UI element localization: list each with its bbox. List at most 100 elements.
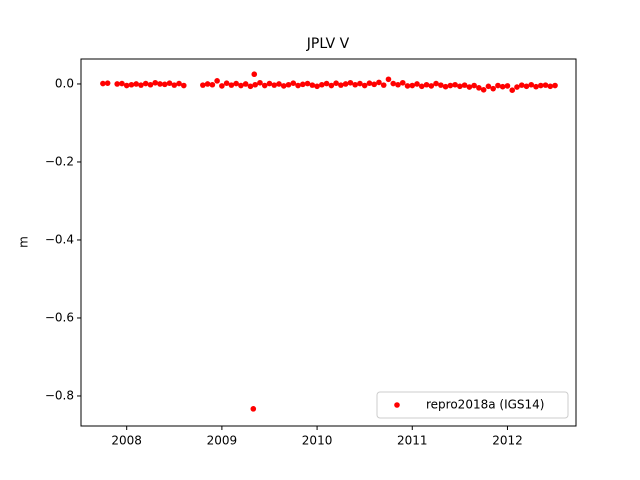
point [176,80,182,87]
point [409,82,416,89]
point [457,83,463,90]
point [537,82,544,89]
y-tick-label: −0.4 [45,232,74,246]
point [499,83,506,90]
point [319,81,325,88]
point [233,80,239,87]
point [247,83,254,90]
point [533,83,539,90]
point [347,79,354,86]
point [542,82,549,88]
point [133,81,140,87]
point [490,85,496,92]
point [399,79,406,86]
point [552,82,558,89]
legend-box [376,391,569,419]
point [223,80,230,86]
point [152,79,159,86]
point [333,80,339,86]
point [147,81,154,88]
point [242,81,249,87]
x-tick-label: 2010 [302,434,333,448]
point [161,81,168,88]
point [250,406,257,412]
point [361,82,368,89]
point [142,80,149,87]
point [376,79,382,86]
point [485,83,492,90]
point [428,83,435,89]
point [214,78,220,84]
point [138,82,144,88]
point [423,81,430,88]
y-tick-label: −0.8 [45,388,74,402]
point [104,80,111,86]
point [504,83,511,89]
point [309,82,316,88]
point [171,82,178,88]
point [299,81,306,88]
point [461,82,468,88]
point [442,83,449,90]
point [371,81,377,88]
point [238,82,244,89]
point [209,81,216,88]
point [304,80,311,87]
point [514,84,520,90]
point [257,79,263,86]
point [261,82,268,89]
point [438,82,444,88]
point [123,82,130,89]
legend-label: repro2018a (IGS14) [426,398,544,412]
point [518,82,525,88]
point [471,82,477,89]
point [181,82,187,89]
point [285,81,292,88]
point [100,80,106,87]
point [414,81,420,87]
point [447,82,454,89]
point [357,80,363,87]
point [228,82,235,88]
point [314,83,320,90]
point [395,81,401,88]
point [452,81,458,88]
legend-marker [394,402,400,408]
point [495,82,501,89]
point [342,81,349,87]
point [157,81,163,87]
point [509,87,516,94]
point [366,80,373,86]
point [328,82,335,89]
point [219,83,225,89]
y-tick-label: −0.2 [45,154,74,168]
point [280,83,287,89]
point [166,80,173,86]
point [119,80,125,87]
point [128,81,135,88]
point [418,83,425,90]
point [200,82,206,88]
y-tick-label: −0.6 [45,310,74,324]
x-tick-label: 2009 [207,434,238,448]
y-tick-label: 0.0 [55,76,74,90]
point [204,81,211,87]
point [295,82,301,89]
point [480,87,487,93]
point [390,80,397,87]
point [266,80,273,87]
point [271,82,278,88]
x-tick-label: 2012 [492,434,523,448]
point [352,81,358,88]
x-tick-label: 2008 [111,434,142,448]
point [338,82,344,88]
point [547,83,554,90]
point [466,84,473,90]
point [251,71,258,78]
point [385,76,392,83]
point [523,83,530,90]
plot-frame [80,58,577,427]
point [404,83,411,89]
